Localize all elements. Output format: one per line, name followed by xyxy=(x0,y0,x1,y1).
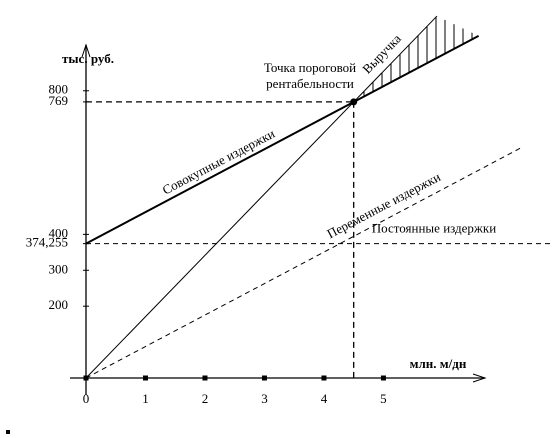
y-tick-label: 300 xyxy=(49,261,69,276)
series-line xyxy=(85,147,521,379)
x-tick xyxy=(142,375,148,381)
y-axis-label: тыс. руб. xyxy=(62,51,114,66)
x-tick-label: 5 xyxy=(380,391,387,406)
x-tick-label: 3 xyxy=(261,391,268,406)
dot xyxy=(6,430,10,434)
y-tick-label: 200 xyxy=(49,297,69,312)
series-line xyxy=(85,15,438,379)
x-tick xyxy=(202,375,208,381)
y-tick-label: 400 xyxy=(49,225,69,240)
legend-label: Совокупные издержки xyxy=(160,126,278,198)
profit-hatch xyxy=(353,16,479,102)
x-tick xyxy=(321,375,327,381)
legend-label: Постоянные издержки xyxy=(372,221,496,236)
x-tick xyxy=(261,375,267,381)
x-tick-label: 0 xyxy=(83,391,90,406)
y-tick-label: 769 xyxy=(49,93,69,108)
x-axis-label: млн. м/дн xyxy=(410,356,467,371)
break-even-label: Точка пороговой xyxy=(264,60,356,75)
x-tick-label: 1 xyxy=(142,391,149,406)
x-tick-label: 4 xyxy=(321,391,328,406)
y-tick-label: 374,255 xyxy=(26,235,68,250)
series-line xyxy=(85,34,480,245)
x-axis-arrow xyxy=(472,373,487,383)
x-tick xyxy=(380,375,386,381)
y-tick-label: 800 xyxy=(49,82,69,97)
y-axis-arrow xyxy=(81,43,91,58)
x-tick-label: 2 xyxy=(202,391,209,406)
break-even-point xyxy=(350,98,358,106)
break-even-label: рентабельности xyxy=(266,76,354,91)
